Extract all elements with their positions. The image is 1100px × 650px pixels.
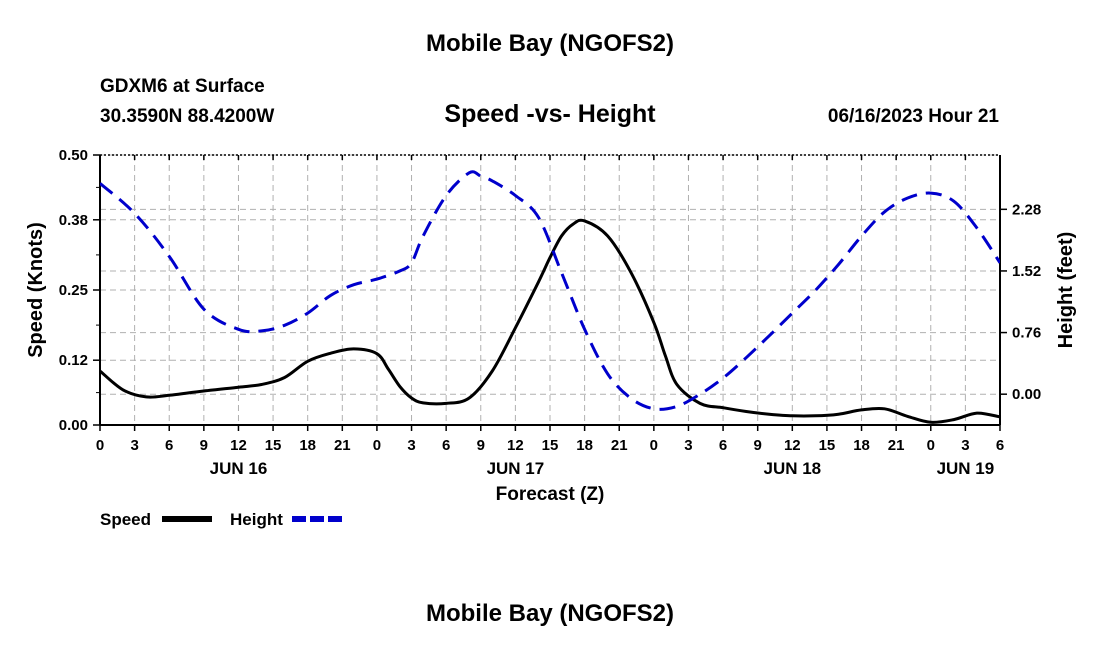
y-left-tick-label: 0.12 [59,352,88,369]
x-tick-label: 3 [407,437,415,454]
x-tick-label: 12 [784,437,801,454]
x-tick-label: 12 [507,437,524,454]
x-tick-label: 21 [888,437,905,454]
y-right-tick-label: 0.00 [1012,386,1041,403]
y-axis-left-title: Speed (Knots) [25,222,47,358]
x-date-label: JUN 19 [937,459,995,478]
y-right-tick-label: 1.52 [1012,263,1041,280]
x-axis-title: Forecast (Z) [496,484,605,505]
station-label: GDXM6 at Surface [100,76,265,97]
x-tick-label: 0 [96,437,104,454]
chart-subtitle: Speed -vs- Height [444,100,656,128]
series-line-height [100,170,1000,411]
x-tick-label: 0 [650,437,658,454]
x-tick-label: 18 [299,437,316,454]
x-tick-label: 15 [265,437,282,454]
x-tick-label: 15 [542,437,559,454]
x-date-label: JUN 18 [763,459,821,478]
x-tick-label: 0 [373,437,381,454]
x-tick-label: 9 [754,437,762,454]
y-right-tick-label: 0.76 [1012,325,1041,342]
y-left-tick-label: 0.50 [59,147,88,164]
y-right-tick-label: 2.28 [1012,201,1041,218]
x-tick-label: 18 [576,437,593,454]
page-title: Mobile Bay (NGOFS2) [425,30,675,57]
x-tick-label: 6 [996,437,1004,454]
legend-label-speed: Speed [100,510,151,529]
x-date-label: JUN 17 [487,459,545,478]
x-tick-label: 21 [611,437,628,454]
x-tick-label: 3 [961,437,969,454]
y-left-tick-label: 0.25 [59,282,88,299]
x-tick-label: 9 [200,437,208,454]
x-tick-label: 9 [477,437,485,454]
series-line-speed [100,218,1000,424]
x-tick-label: 3 [130,437,138,454]
x-tick-label: 12 [230,437,247,454]
x-date-label: JUN 16 [210,459,268,478]
x-tick-label: 6 [719,437,727,454]
x-tick-label: 6 [442,437,450,454]
coordinates-label: 30.3590N 88.4200W [100,106,275,127]
x-tick-label: 3 [684,437,692,454]
x-tick-label: 18 [853,437,870,454]
y-left-tick-label: 0.38 [59,212,88,229]
x-tick-label: 6 [165,437,173,454]
footer-title: Mobile Bay (NGOFS2) [425,600,675,627]
legend-label-height: Height [230,510,283,529]
y-axis-right-title: Height (feet) [1055,232,1077,349]
x-tick-label: 15 [819,437,836,454]
y-left-tick-label: 0.00 [59,417,88,434]
forecast-timestamp: 06/16/2023 Hour 21 [827,106,999,127]
x-tick-label: 0 [927,437,935,454]
x-tick-label: 21 [334,437,351,454]
